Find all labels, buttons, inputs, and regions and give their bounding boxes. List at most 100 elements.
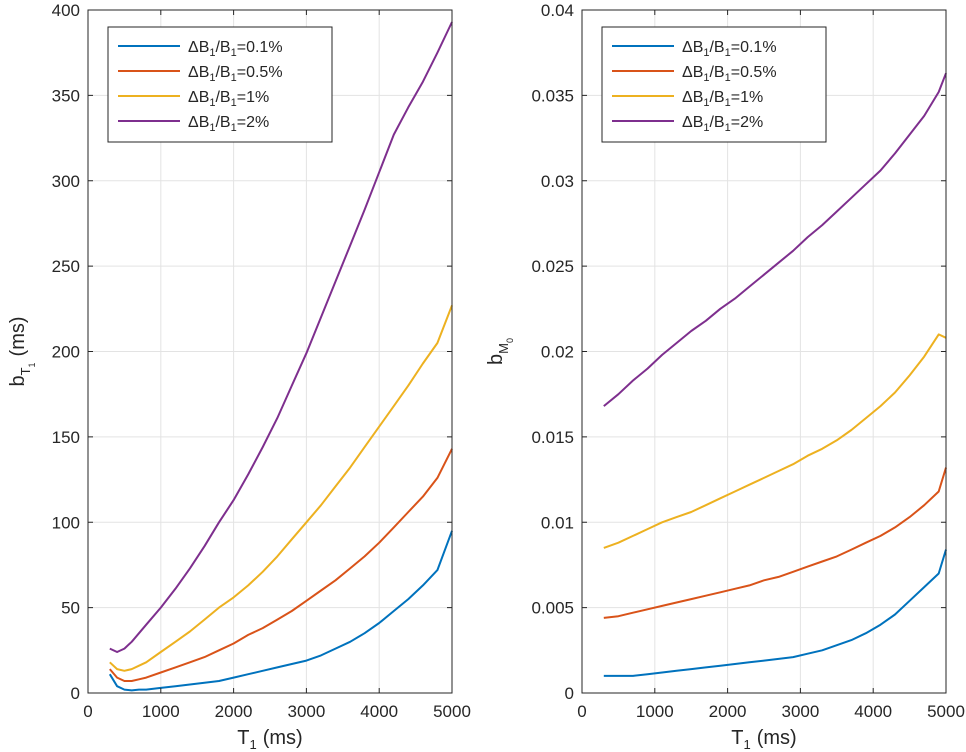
series-line-1: [603, 549, 947, 677]
x-tick-label: 3000: [287, 702, 325, 721]
legend-label-subscript: 1: [209, 122, 215, 134]
legend-label-text: =0.5%: [731, 64, 777, 81]
legend: ΔB1/B1=0.1%ΔB1/B1=0.5%ΔB1/B1=1%ΔB1/B1=2%: [601, 26, 827, 143]
y-tick-label: 0.015: [531, 428, 574, 447]
y-tick-label: 0.03: [541, 172, 574, 191]
legend-label-subscript: 1: [209, 47, 215, 59]
legend-label-subscript: 1: [703, 122, 709, 134]
y-axis-label: bM0: [485, 338, 515, 365]
y-tick-label: 50: [61, 599, 80, 618]
legend-label-1: ΔB1/B1=0.1%: [682, 39, 777, 59]
x-tick-label: 2000: [215, 702, 253, 721]
y-tick-label: 0.035: [531, 86, 574, 105]
x-axis-label-main: T: [237, 727, 249, 749]
legend-label-subscript: 1: [703, 97, 709, 109]
series-line-4: [603, 72, 947, 407]
y-tick-label: 0.005: [531, 599, 574, 618]
legend-label-subscript: 1: [725, 72, 731, 84]
legend-label-subscript: 1: [231, 47, 237, 59]
legend-label-4: ΔB1/B1=2%: [188, 114, 269, 134]
legend-label-text: =1%: [731, 89, 763, 106]
y-axis-label-subsubscript: 1: [27, 362, 37, 367]
legend-label-subscript: 1: [231, 97, 237, 109]
x-axis-label-unit: (ms): [263, 727, 303, 749]
legend-label-text: =2%: [237, 114, 269, 131]
y-tick-label: 250: [52, 257, 80, 276]
chart-panel-1: 0 1000 2000 3000 4000 5000 0 50 100 150 200 250 300 3…: [7, 1, 471, 752]
y-axis-label: bT1 (ms): [7, 316, 37, 386]
y-tick-label: 350: [52, 86, 80, 105]
legend-label-text: /B: [709, 39, 724, 56]
y-axis-label-subsubscript: 0: [505, 338, 515, 343]
y-axis-label-main: b: [7, 375, 29, 386]
x-axis-label-subscript: 1: [744, 737, 751, 752]
legend-label-text: ΔB: [682, 64, 703, 81]
legend-label-subscript: 1: [725, 97, 731, 109]
x-tick-label: 5000: [433, 702, 471, 721]
legend-label-subscript: 1: [231, 72, 237, 84]
y-axis-label-main: b: [485, 354, 507, 365]
legend: ΔB1/B1=0.1%ΔB1/B1=0.5%ΔB1/B1=1%ΔB1/B1=2%: [107, 26, 333, 143]
legend-label-text: ΔB: [682, 89, 703, 106]
legend-label-text: ΔB: [188, 39, 209, 56]
legend-label-text: /B: [215, 89, 230, 106]
x-tick-label: 5000: [927, 702, 965, 721]
legend-label-text: ΔB: [188, 89, 209, 106]
x-tick-label: 4000: [854, 702, 892, 721]
legend-label-2: ΔB1/B1=0.5%: [188, 64, 283, 84]
y-tick-label: 150: [52, 428, 80, 447]
x-axis-label: T1 (ms): [731, 727, 796, 752]
legend-label-1: ΔB1/B1=0.1%: [188, 39, 283, 59]
x-axis-label-unit: (ms): [757, 727, 797, 749]
legend-label-text: ΔB: [682, 39, 703, 56]
x-tick-label: 2000: [709, 702, 747, 721]
legend-label-text: /B: [709, 89, 724, 106]
legend-label-text: ΔB: [682, 114, 703, 131]
series-line-3: [109, 305, 453, 672]
legend-label-text: /B: [709, 114, 724, 131]
legend-label-subscript: 1: [209, 97, 215, 109]
chart-panel-2: 0 1000 2000 3000 4000 5000 0 0.005 0.01 0.015 0.02…: [485, 1, 965, 752]
y-axis-label-subscript: M: [496, 343, 511, 354]
series-line-2: [109, 448, 453, 682]
y-tick-label: 0: [565, 684, 574, 703]
y-tick-label: 0: [71, 684, 80, 703]
legend-label-text: /B: [215, 39, 230, 56]
x-tick-label: 0: [577, 702, 586, 721]
y-tick-label: 0.025: [531, 257, 574, 276]
y-tick-label: 0.02: [541, 343, 574, 362]
legend-label-subscript: 1: [703, 47, 709, 59]
legend-label-text: /B: [709, 64, 724, 81]
x-tick-label: 3000: [781, 702, 819, 721]
legend-label-text: ΔB: [188, 114, 209, 131]
legend-label-2: ΔB1/B1=0.5%: [682, 64, 777, 84]
y-tick-label: 0.04: [541, 1, 574, 20]
y-axis-label-unit: (ms): [7, 316, 29, 356]
legend-label-text: =0.1%: [731, 39, 777, 56]
series-line-1: [108, 530, 453, 692]
legend-label-3: ΔB1/B1=1%: [682, 89, 763, 109]
legend-label-text: =1%: [237, 89, 269, 106]
x-tick-label: 1000: [142, 702, 180, 721]
series-line-3: [603, 333, 947, 549]
legend-label-subscript: 1: [725, 122, 731, 134]
y-tick-label: 400: [52, 1, 80, 20]
legend-label-text: /B: [215, 64, 230, 81]
series-line-4: [109, 21, 453, 653]
legend-label-subscript: 1: [231, 122, 237, 134]
legend-label-subscript: 1: [703, 72, 709, 84]
y-tick-label: 300: [52, 172, 80, 191]
legend-label-4: ΔB1/B1=2%: [682, 114, 763, 134]
y-tick-label: 200: [52, 343, 80, 362]
legend-label-text: ΔB: [188, 64, 209, 81]
y-tick-label: 100: [52, 513, 80, 532]
legend-label-text: =2%: [731, 114, 763, 131]
legend-label-subscript: 1: [209, 72, 215, 84]
y-axis-label-subscript: T: [18, 367, 33, 375]
x-axis-label: T1 (ms): [237, 727, 302, 752]
legend-label-text: =0.1%: [237, 39, 283, 56]
legend-label-subscript: 1: [725, 47, 731, 59]
legend-label-text: /B: [215, 114, 230, 131]
x-axis-label-subscript: 1: [250, 737, 257, 752]
